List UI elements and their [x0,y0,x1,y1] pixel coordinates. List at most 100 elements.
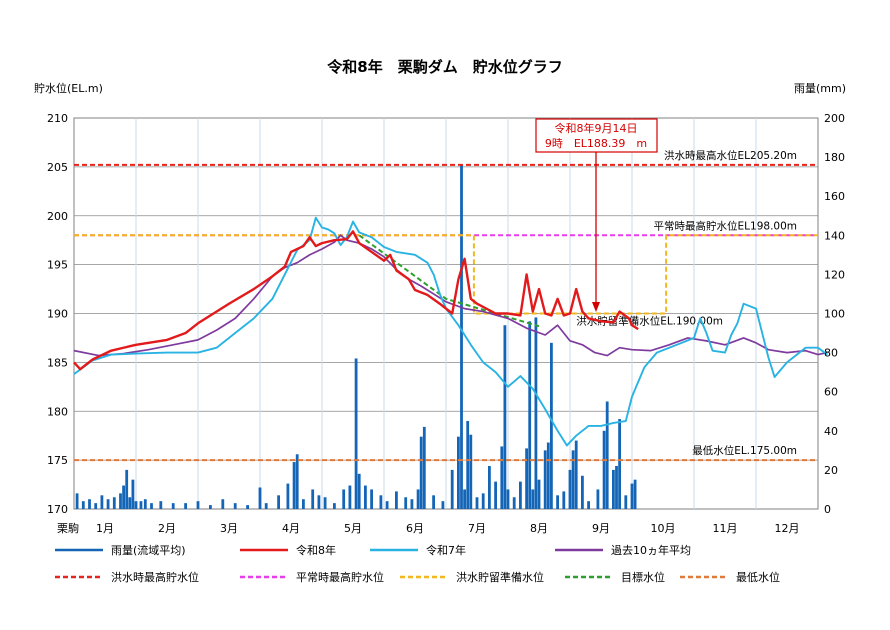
flood-reserve-label: 洪水貯留準備水位EL.190.00m [576,315,723,328]
rainfall-bar [550,342,553,509]
rainfall-bar [512,497,516,509]
right-tick-label: 180 [824,151,845,164]
right-tick-label: 140 [824,229,845,242]
right-tick-label: 200 [824,112,845,125]
rainfall-bar [624,495,628,509]
rainfall-bar [463,489,466,509]
left-tick-label: 180 [47,405,68,418]
rainfall-bar [143,499,147,509]
rainfall-bar [537,479,541,509]
rainfall-bar [416,489,420,509]
right-tick-label: 80 [824,347,838,360]
rainfall-bar [441,501,445,509]
right-tick-label: 0 [824,503,831,516]
rainfall-bar [612,469,615,509]
rainfall-bar [404,497,408,509]
rainfall-bar [357,473,361,509]
left-tick-label: 175 [47,454,68,467]
corner-label: 栗駒 [57,522,79,535]
rainfall-bar [466,421,470,509]
rainfall-bar [258,487,262,509]
month-tick-label: 7月 [468,522,486,535]
month-tick-label: 3月 [220,522,238,535]
rainfall-bar [171,503,175,509]
rainfall-bar [475,497,479,509]
rainfall-bar [488,465,491,509]
rainfall-bar [94,503,98,509]
legend-label: 令和7年 [426,543,466,557]
rainfall-bar [348,485,352,509]
rainfall-bar [233,503,237,509]
rainfall-bar [503,325,507,509]
month-tick-label: 12月 [775,522,800,535]
rainfall-bar [81,501,85,509]
left-tick-label: 200 [47,210,68,223]
legend-label: 平常時最高貯水位 [296,570,384,584]
rainfall-bar [385,501,389,509]
rainfall-bar [618,419,621,509]
month-tick-label: 4月 [282,522,300,535]
reference-lines: 洪水時最高水位EL205.20m 平常時最高貯水位EL198.00m 最低水位EL.… [74,149,818,462]
right-tick-label: 160 [824,190,845,203]
month-tick-label: 10月 [651,522,676,535]
rainfall-bar [525,448,528,509]
rainfall-bar [422,426,426,509]
month-tick-label: 2月 [158,522,176,535]
rainfall-bar [150,503,153,509]
left-tick-label: 195 [47,259,68,272]
rainfall-bar [221,499,225,509]
callout-arrowhead [592,302,600,312]
rainfall-bar [587,501,590,509]
rainfall-bar [494,481,497,509]
rainfall-bar [295,454,299,509]
rainfall-bar [602,430,606,509]
rainfall-bar [370,489,373,509]
rainfall-bar [574,440,578,509]
legend-label: 目標水位 [621,570,665,584]
rainfall-bar [469,434,473,509]
series-line [73,234,828,357]
rainfall-bar [122,485,125,509]
rainfall-bar [562,491,566,509]
rainfall-bar [112,497,116,509]
right-tick-label: 40 [824,425,838,438]
rainfall-bar [100,495,104,509]
rainfall-bar [596,489,600,509]
rainfall-bar [277,495,280,509]
rainfall-bar [159,501,163,509]
callout-box [535,118,658,153]
rainfall-bar [534,317,538,509]
level-series [73,216,828,447]
legend-label: 洪水時最高貯水位 [111,570,199,584]
rainfall-bar [125,469,129,509]
left-tick-label: 210 [47,112,68,125]
rainfall-bar [581,475,584,509]
rainfall-bar [342,489,346,509]
left-tick-label: 205 [47,161,68,174]
rainfall-bar [419,436,423,509]
rainfall-bar [354,358,358,509]
left-axis-title: 貯水位(EL.m) [34,81,103,95]
rainfall-bar [317,495,321,509]
series-line [73,230,639,371]
left-tick-label: 170 [47,503,68,516]
rainfall-bar [246,505,249,509]
month-tick-label: 5月 [344,522,362,535]
rainfall-bar [209,505,212,509]
right-tick-label: 120 [824,268,845,281]
rainfall-bar [630,483,634,509]
rainfall-bar [88,499,91,509]
series-line [73,216,828,447]
rainfall-bar [292,462,296,509]
reference-label: 平常時最高貯水位EL198.00m [654,219,797,232]
rainfall-bar [506,489,510,509]
legend-label: 過去10ヵ年平均 [611,543,691,557]
rainfall-bar [633,479,637,509]
month-tick-label: 1月 [96,522,114,535]
month-tick-label: 11月 [713,522,738,535]
right-axis-title: 雨量(mm) [794,82,846,95]
rainfall-bar [196,501,200,509]
rainfall-bar [571,450,575,509]
reference-label: 洪水時最高水位EL205.20m [664,149,797,162]
chart-title: 令和8年 栗駒ダム 貯水位グラフ [327,58,562,76]
